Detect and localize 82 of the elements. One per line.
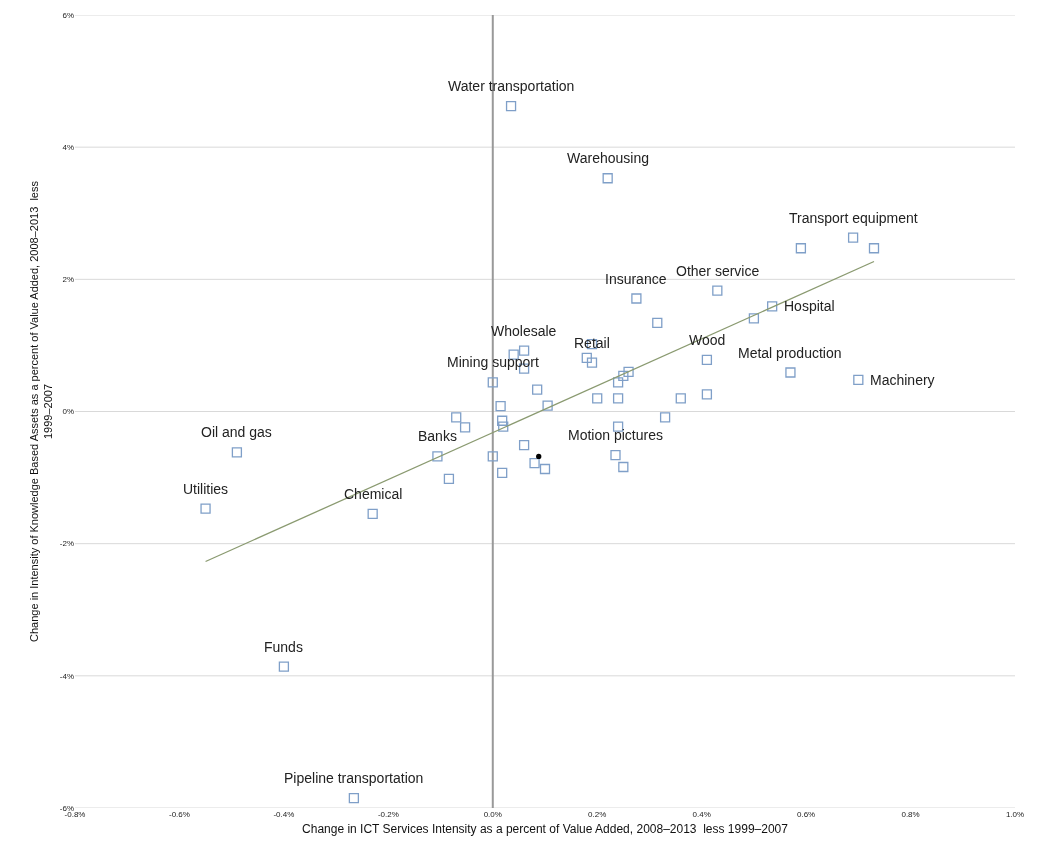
point	[701, 354, 713, 366]
point	[451, 412, 462, 423]
y-tick-label: 4%	[62, 142, 74, 152]
point	[495, 401, 506, 412]
y-tick-label: 0%	[62, 407, 74, 417]
point	[367, 508, 378, 520]
y-tick-label: 2%	[62, 275, 74, 285]
point	[278, 661, 290, 672]
y-tick-label: 6%	[62, 10, 74, 20]
annotation: Other service	[676, 263, 760, 279]
point	[618, 370, 629, 381]
annotation: Mining support	[447, 354, 539, 370]
x-axis-title: Change in ICT Services Intensity as a percent of Value Added, 2008–2013 less 1999–2007	[302, 821, 789, 836]
point	[498, 421, 509, 432]
point	[868, 243, 880, 254]
point	[497, 415, 508, 426]
point	[231, 447, 243, 458]
y-axis-title: Change in Intensity of Knowledge Based Assets as a percent of Value Added, 2008–2013 less 1999–2007	[28, 180, 55, 642]
point	[631, 293, 642, 304]
point	[659, 412, 671, 423]
point	[675, 393, 686, 404]
point	[586, 357, 598, 368]
x-tick-label: -0.4%	[273, 810, 295, 819]
point	[536, 453, 542, 460]
y-tick-label: -4%	[59, 671, 74, 681]
annotation: Utilities	[183, 481, 229, 497]
x-tick-label: 0.6%	[796, 810, 816, 819]
annotation: Insurance	[605, 271, 667, 287]
point	[652, 317, 663, 329]
annotation: Oil and gas	[201, 424, 272, 440]
annotation: Metal production	[738, 345, 842, 361]
y-tick-label: -6%	[59, 803, 74, 813]
point	[518, 345, 530, 356]
annotation: Water transportation	[448, 78, 575, 94]
point	[529, 457, 540, 469]
x-tick-label: 0.0%	[483, 810, 502, 819]
point	[592, 393, 603, 404]
x-tick-label: -0.8%	[64, 810, 86, 819]
annotation: Motion pictures	[568, 427, 663, 443]
annotation: Machinery	[870, 372, 935, 388]
point	[623, 366, 634, 377]
point	[712, 285, 723, 296]
point	[847, 232, 859, 243]
point	[539, 463, 551, 475]
annotation: Funds	[264, 639, 303, 655]
x-tick-label: 1.0%	[1005, 810, 1025, 819]
point	[459, 422, 471, 433]
annotation: Wholesale	[491, 323, 557, 339]
point	[795, 243, 807, 254]
point	[785, 367, 796, 378]
point	[532, 384, 543, 395]
x-tick-label: 0.2%	[588, 810, 607, 819]
y-tick-label: -2%	[59, 539, 74, 549]
point	[518, 440, 530, 451]
point	[487, 451, 498, 462]
annotation: Warehousing	[567, 150, 649, 166]
point	[505, 101, 517, 112]
point	[497, 467, 508, 479]
point	[853, 374, 864, 385]
point	[443, 473, 455, 485]
x-tick-label: -0.6%	[168, 810, 190, 819]
point	[487, 377, 498, 388]
point	[767, 301, 778, 312]
point	[602, 173, 613, 184]
point	[748, 313, 760, 324]
x-tick-label: -0.2%	[377, 810, 399, 819]
annotation: Banks	[418, 428, 457, 444]
point	[432, 451, 443, 462]
x-tick-label: 0.4%	[692, 810, 711, 819]
x-tick-label: 0.8%	[901, 810, 920, 819]
annotation: Hospital	[784, 298, 835, 314]
point	[612, 393, 624, 404]
point	[618, 461, 629, 473]
annotation: Transport equipment	[789, 210, 918, 226]
point	[348, 792, 360, 804]
point	[612, 377, 624, 388]
point	[610, 449, 621, 461]
point	[701, 389, 713, 400]
point	[542, 400, 553, 411]
point	[581, 352, 592, 364]
annotation: Pipeline transportation	[284, 770, 424, 786]
point	[200, 503, 211, 514]
